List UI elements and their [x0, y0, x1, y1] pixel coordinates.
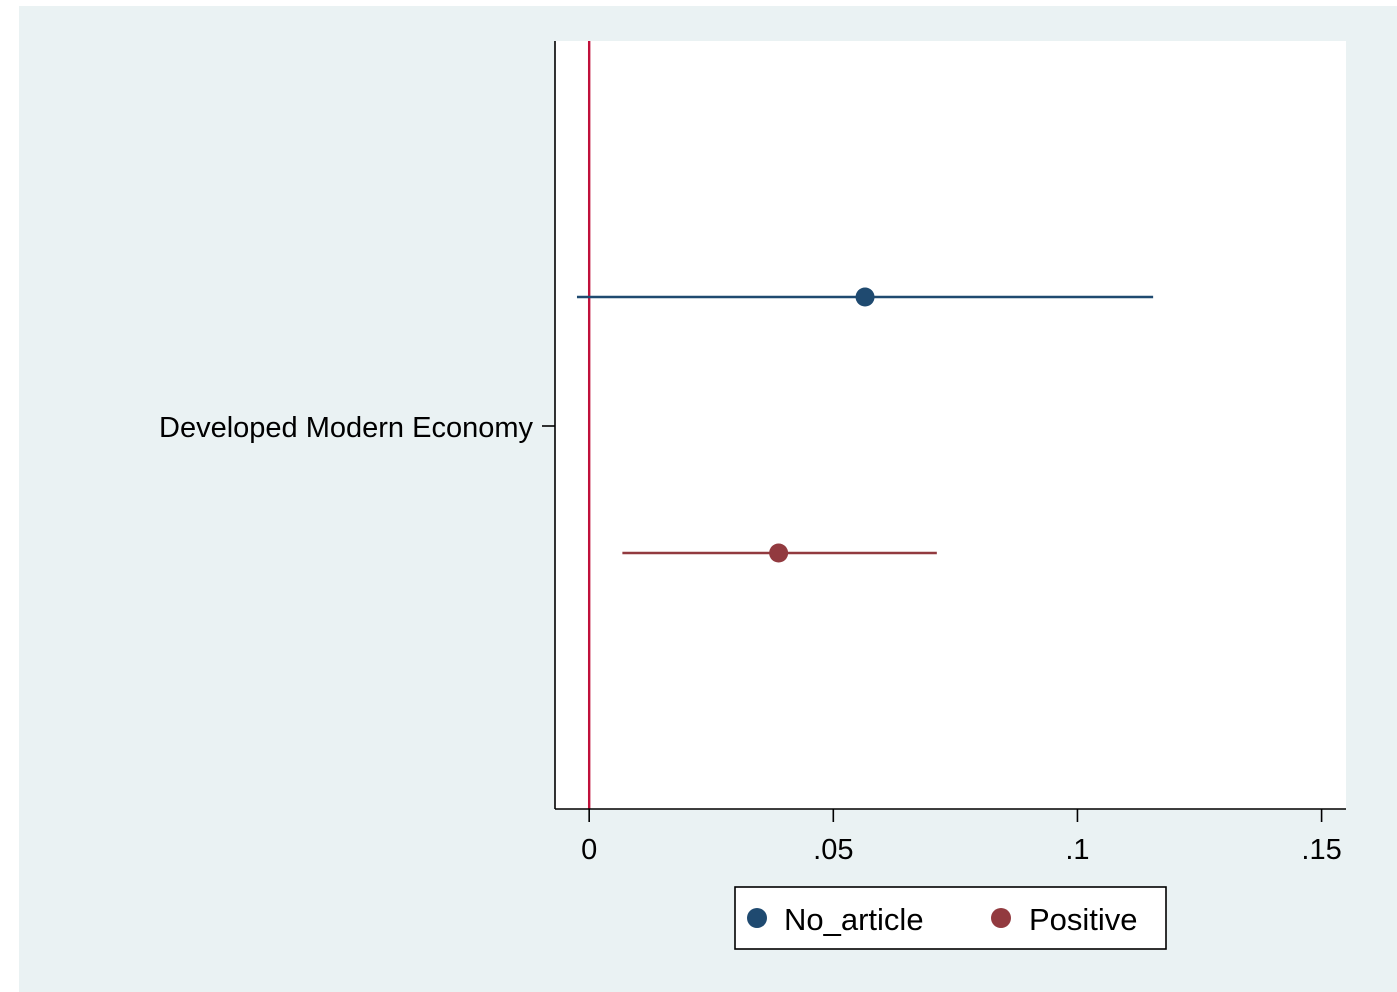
legend-label-positive: Positive: [1029, 902, 1138, 937]
legend-marker-positive: [991, 908, 1011, 928]
point-estimate-positive: [769, 543, 789, 563]
legend-box: [734, 886, 1167, 950]
x-axis-ticks: 0 .05 .1 .15: [581, 809, 1342, 866]
y-tick-label: Developed Modern Economy: [159, 412, 533, 444]
x-tick-label: 0: [581, 834, 597, 866]
x-tick-label: .1: [1065, 834, 1089, 866]
point-estimate-no-article: [855, 287, 875, 307]
legend-label-no-article: No_article: [784, 902, 924, 937]
x-tick-label: .15: [1301, 834, 1341, 866]
y-axis-ticks: Developed Modern Economy: [159, 412, 555, 444]
plot-area: [555, 41, 1346, 809]
x-tick-label: .05: [813, 834, 853, 866]
series-layer: [576, 287, 1154, 563]
legend: No_article Positive: [734, 886, 1167, 950]
legend-marker-no-article: [747, 908, 767, 928]
